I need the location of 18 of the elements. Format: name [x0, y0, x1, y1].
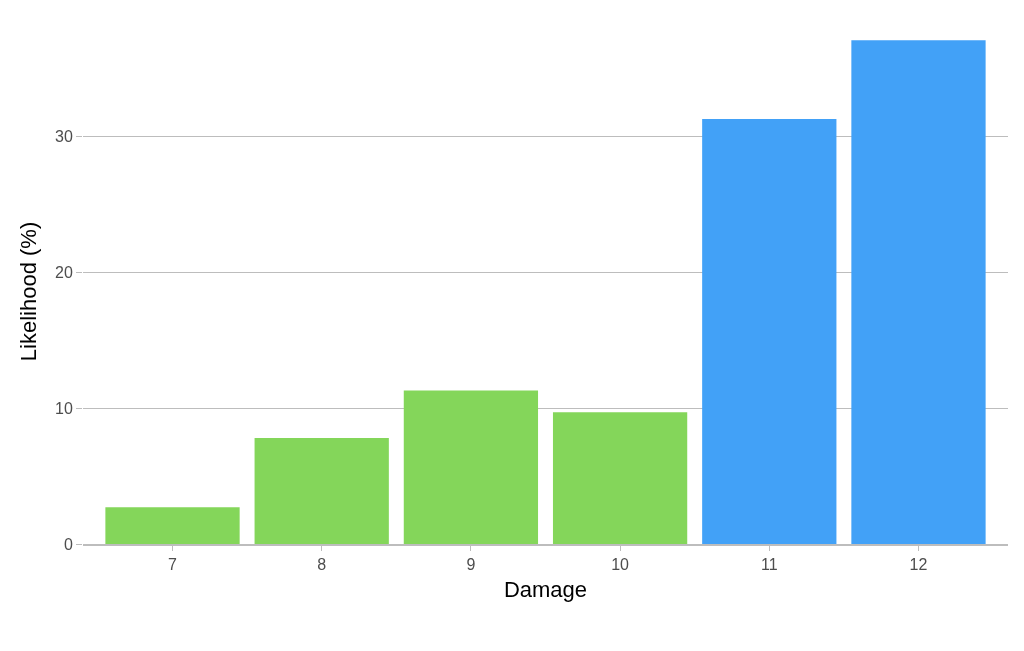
y-tick-label: 20	[55, 264, 73, 282]
x-axis-title: Damage	[503, 577, 588, 603]
bar	[552, 412, 688, 544]
x-tick-label: 8	[317, 555, 327, 573]
x-tick-label: 12	[909, 555, 928, 573]
x-tick-label: 7	[168, 555, 178, 573]
x-tick-label: 10	[611, 555, 630, 573]
bar	[105, 507, 240, 544]
bar	[254, 438, 389, 544]
x-tick-label: 11	[760, 555, 778, 573]
y-tick-label: 10	[55, 399, 73, 417]
y-tick-label: 0	[63, 535, 73, 553]
x-tick-label: 9	[466, 555, 476, 573]
y-tick-label: 30	[55, 128, 73, 146]
bar	[851, 40, 986, 544]
bar	[702, 119, 837, 544]
y-axis-title: Likelihood (%)	[15, 221, 41, 362]
bar	[403, 390, 539, 544]
